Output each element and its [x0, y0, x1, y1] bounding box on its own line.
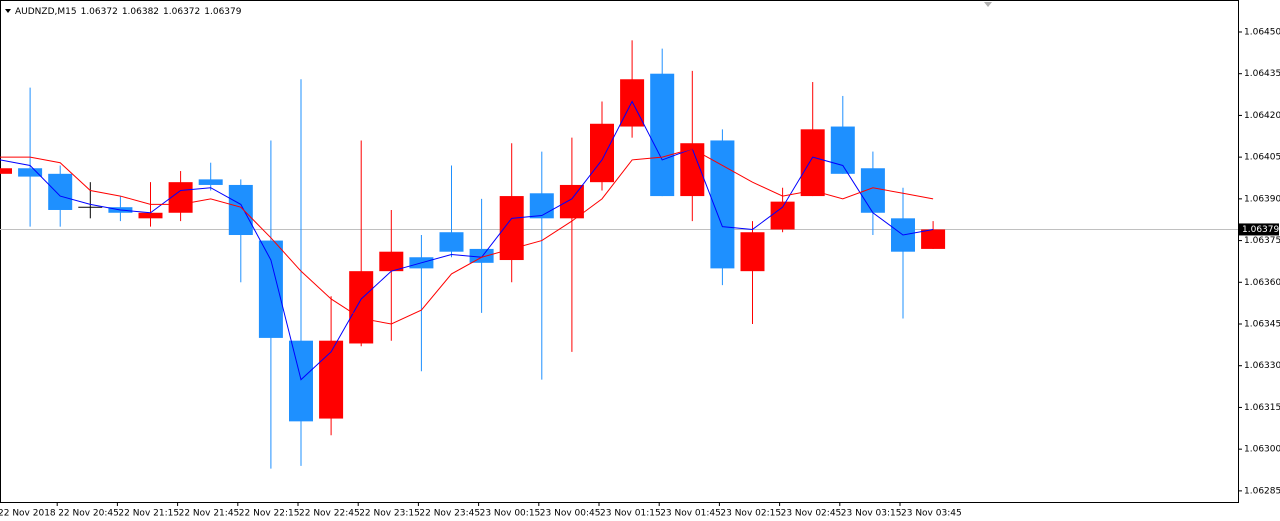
- y-tick-label: 1.06435: [1244, 69, 1280, 79]
- candle-body: [0, 168, 12, 174]
- candle-body: [349, 271, 374, 344]
- candle-body: [18, 168, 43, 177]
- candle-body: [48, 173, 73, 210]
- candle-body: [439, 232, 464, 252]
- header-arrow: [5, 9, 11, 13]
- y-tick-label: 1.06405: [1244, 153, 1280, 163]
- header-price: 1.06382: [122, 7, 159, 17]
- ma-line: [0, 100, 934, 381]
- y-tick-label: 1.06375: [1244, 236, 1280, 246]
- y-tick-label: 1.06450: [1244, 27, 1280, 37]
- candle-body: [499, 196, 524, 261]
- candle-body: [379, 251, 404, 272]
- x-tick-label: 22 Nov 23:45: [419, 509, 480, 519]
- candle-body: [650, 73, 675, 197]
- x-tick-label: 22 Nov 2018: [0, 509, 56, 519]
- candle-body: [590, 123, 614, 183]
- x-tick-label: 23 Nov 00:45: [540, 509, 601, 519]
- x-tick-label: 22 Nov 21:15: [118, 509, 179, 519]
- x-tick-label: 23 Nov 02:15: [720, 509, 781, 519]
- symbol: AUDNZD,M15: [15, 7, 77, 17]
- header-price: 1.06372: [81, 7, 118, 17]
- x-tick-label: 22 Nov 23:15: [359, 509, 420, 519]
- candle-body: [228, 184, 253, 236]
- ma-line: [0, 148, 934, 325]
- chart-title: AUDNZD,M15 1.06372 1.06382 1.06372 1.06379: [15, 7, 242, 17]
- candle-body: [770, 201, 795, 230]
- candle-body: [921, 229, 946, 249]
- candle-body: [800, 129, 825, 197]
- candle-body: [258, 240, 283, 338]
- x-tick-label: 23 Nov 00:15: [480, 509, 541, 519]
- candle-body: [198, 179, 223, 185]
- x-tick-label: 22 Nov 22:15: [239, 509, 300, 519]
- x-tick-label: 22 Nov 20:45: [58, 509, 119, 519]
- candle-body: [830, 126, 855, 174]
- candle-body: [469, 248, 494, 263]
- x-tick-label: 23 Nov 03:45: [901, 509, 962, 519]
- candle-body: [710, 140, 735, 269]
- y-tick-label: 1.06390: [1244, 194, 1280, 204]
- candle-body: [319, 340, 344, 419]
- y-tick-label: 1.06360: [1244, 278, 1280, 288]
- scroll-marker: [984, 2, 992, 7]
- candle-body: [620, 79, 645, 127]
- price-label-bg: [1239, 223, 1279, 236]
- y-tick-label: 1.06345: [1244, 320, 1280, 330]
- price-label: 1.06379: [1242, 225, 1279, 235]
- x-tick-label: 23 Nov 01:15: [600, 509, 661, 519]
- candle-body: [529, 193, 554, 219]
- x-tick-label: 22 Nov 22:45: [299, 509, 360, 519]
- x-tick-label: 23 Nov 02:45: [781, 509, 842, 519]
- y-tick-label: 1.06285: [1244, 486, 1280, 496]
- header-price: 1.06372: [163, 7, 200, 17]
- candle-body: [289, 340, 313, 422]
- candle-body: [740, 232, 765, 272]
- candle-body: [138, 212, 163, 219]
- candle-body: [559, 184, 584, 219]
- header-price: 1.06379: [204, 7, 241, 17]
- x-tick-label: 22 Nov 21:45: [179, 509, 240, 519]
- x-tick-label: 23 Nov 01:45: [660, 509, 721, 519]
- y-tick-label: 1.06330: [1244, 361, 1280, 371]
- candle-body: [168, 182, 193, 213]
- y-tick-label: 1.06420: [1244, 111, 1280, 121]
- y-tick-label: 1.06315: [1244, 403, 1280, 413]
- x-tick-label: 23 Nov 03:15: [841, 509, 902, 519]
- y-tick-label: 1.06300: [1244, 445, 1280, 455]
- plot-frame: [0, 0, 1239, 503]
